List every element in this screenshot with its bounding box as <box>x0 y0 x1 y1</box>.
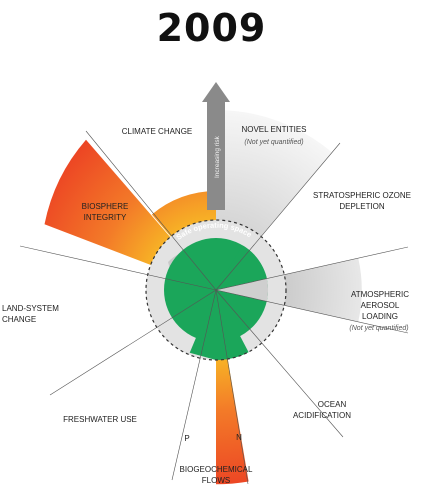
label-novel-entities: NOVEL ENTITIES <box>241 125 307 134</box>
label-ocean-1: OCEAN <box>317 400 347 409</box>
label-land-system-1: LAND-SYSTEM <box>2 304 59 313</box>
risk-arrow-label: Increasing risk <box>214 135 221 178</box>
label-biosphere-2: INTEGRITY <box>83 213 127 222</box>
note-novel-entities: (Not yet quantified) <box>244 139 304 146</box>
label-ocean-2: ACIDIFICATION <box>292 411 352 420</box>
label-ozone-1: STRATOSPHERIC OZONE <box>313 191 411 200</box>
label-phosphorus: P <box>184 434 190 443</box>
note-aerosol: (Not yet quantified) <box>349 325 409 332</box>
label-biogeochemical-2: FLOWS <box>201 476 231 485</box>
label-aerosol-3: LOADING <box>361 312 398 321</box>
risk-arrow-head <box>202 82 230 102</box>
aerosol-wedge <box>216 258 362 322</box>
risk-arrow-shaft <box>207 100 225 210</box>
label-land-system-2: CHANGE <box>2 315 37 324</box>
label-ozone-2: DEPLETION <box>339 202 385 211</box>
label-aerosol-1: ATMOSPHERIC <box>350 290 410 299</box>
label-biogeochemical-1: BIOGEOCHEMICAL <box>179 465 253 474</box>
label-aerosol-2: AEROSOL <box>360 301 400 310</box>
label-freshwater-use: FRESHWATER USE <box>63 415 137 424</box>
label-nitrogen: N <box>236 433 242 442</box>
chart-title: 2009 <box>156 6 267 50</box>
label-biosphere-1: BIOSPHERE <box>81 202 129 211</box>
green-biogeo-bulge <box>189 290 249 361</box>
green-ozone-bulge <box>216 245 267 290</box>
radial-lines <box>19 130 409 485</box>
label-climate-change: CLIMATE CHANGE <box>121 127 193 136</box>
aerosol-inner <box>216 278 269 302</box>
boundary-circle <box>145 219 287 361</box>
